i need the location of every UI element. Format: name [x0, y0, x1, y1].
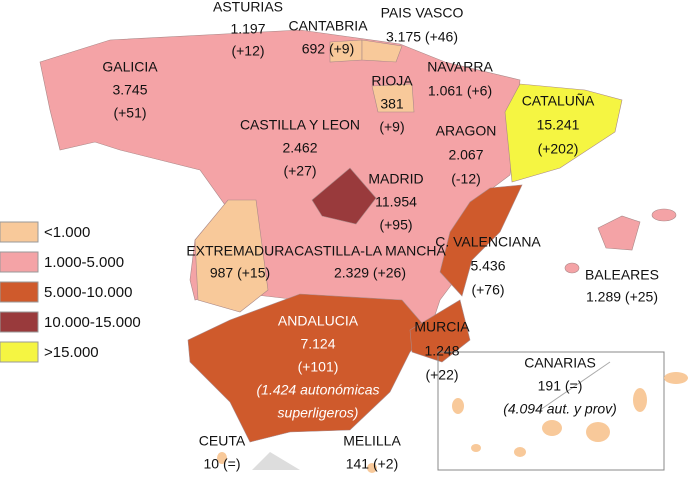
region-label: 3.175 (+46) — [386, 29, 458, 45]
region-shape — [514, 447, 526, 457]
legend-label: >15.000 — [44, 344, 99, 361]
region-label: 15.241 — [537, 117, 580, 133]
region-shape — [361, 39, 403, 63]
region-label: ASTURIAS — [213, 0, 283, 15]
region-label: 2.067 — [448, 147, 483, 163]
region-label: 692 (+9) — [302, 41, 355, 57]
region-label: 141 (+2) — [346, 456, 399, 472]
region-label: (+12) — [231, 43, 264, 59]
region-shape — [194, 199, 269, 313]
region-label: CEUTA — [199, 433, 246, 449]
region-label: ANDALUCIA — [278, 313, 359, 329]
region-label: 381 — [380, 96, 404, 112]
legend-label: <1.000 — [44, 224, 90, 241]
region-label: PAIS VASCO — [381, 5, 464, 21]
region-label: 3.745 — [112, 82, 147, 98]
region-shape — [439, 184, 523, 297]
region-label: 1.248 — [424, 343, 459, 359]
map-shapes — [39, 29, 688, 473]
legend-label: 10.000-15.000 — [44, 314, 141, 331]
region-label: (-12) — [451, 171, 481, 187]
region-label: (4.094 aut. y prov) — [503, 401, 617, 417]
region-label: (+27) — [283, 163, 316, 179]
region-label: 2.462 — [282, 140, 317, 156]
region-label: superligeros) — [278, 405, 359, 421]
region-shape — [187, 293, 429, 443]
region-label: 1.289 (+25) — [586, 289, 658, 305]
inset-divider — [539, 361, 611, 411]
legend-label: 5.000-10.000 — [44, 284, 132, 301]
region-label: RIOJA — [371, 73, 413, 89]
region-label: BALEARES — [585, 267, 659, 283]
region-shape — [633, 388, 647, 412]
region-shape — [651, 208, 677, 222]
region-shape — [367, 463, 377, 473]
region-label: MELILLA — [343, 433, 401, 449]
region-label: (1.424 autonómicas — [257, 382, 380, 398]
region-shape — [371, 83, 415, 113]
region-label: (+76) — [471, 282, 504, 298]
region-label: 5.436 — [470, 258, 505, 274]
region-label: 11.954 — [375, 194, 417, 210]
region-shape — [542, 420, 562, 436]
inset-box — [437, 351, 665, 471]
region-label: 7.124 — [300, 336, 335, 352]
region-label: ARAGON — [436, 123, 497, 139]
region-shape — [564, 262, 580, 274]
legend-swatch — [0, 341, 39, 363]
region-label: CATALUÑA — [522, 93, 595, 109]
region-label: EXTREMADURA — [186, 243, 294, 259]
region-shape — [504, 83, 623, 183]
region-label: (+22) — [425, 367, 458, 383]
region-label: CANARIAS — [524, 355, 596, 371]
region-label: CASTILLA Y LEON — [240, 117, 360, 133]
region-label: 1.061 (+6) — [428, 83, 492, 99]
region-shape — [252, 452, 300, 470]
legend-label: 1.000-5.000 — [44, 254, 124, 271]
region-labels: GALICIA 3.745 (+51) ASTURIAS 1.197 (+12) CANTA… — [102, 0, 659, 472]
region-label: NAVARRA — [427, 59, 493, 75]
region-shape — [311, 167, 377, 225]
region-label: (+51) — [113, 105, 146, 121]
region-label: CANTABRIA — [288, 18, 368, 34]
region-label: (+95) — [379, 217, 412, 233]
region-label: MADRID — [368, 171, 423, 187]
region-label: 1.197 — [230, 21, 265, 37]
region-label: (+9) — [379, 119, 404, 135]
legend: <1.000 1.000-5.000 5.000-10.000 10.000-15.0… — [0, 221, 141, 363]
region-label: 987 (+15) — [210, 265, 270, 281]
legend-swatch — [0, 251, 39, 273]
region-shape — [409, 299, 471, 363]
region-label: (+202) — [538, 141, 579, 157]
region-label: 2.329 (+26) — [334, 265, 406, 281]
region-shape — [452, 398, 464, 414]
region-label: GALICIA — [102, 59, 158, 75]
region-shape — [586, 422, 610, 442]
region-label: CASTILLA-LA MANCHA — [294, 243, 446, 259]
region-shape — [664, 372, 688, 384]
legend-swatch — [0, 221, 39, 243]
region-shape — [471, 444, 481, 452]
legend-swatch — [0, 311, 39, 333]
region-label: (+101) — [298, 359, 339, 375]
region-label: C. VALENCIANA — [435, 234, 541, 250]
legend-swatch — [0, 281, 39, 303]
region-shape — [217, 452, 227, 464]
region-shape — [597, 215, 641, 251]
region-label: MURCIA — [414, 319, 470, 335]
region-label: 10 (=) — [204, 456, 241, 472]
region-label: 191 (=) — [538, 378, 583, 394]
